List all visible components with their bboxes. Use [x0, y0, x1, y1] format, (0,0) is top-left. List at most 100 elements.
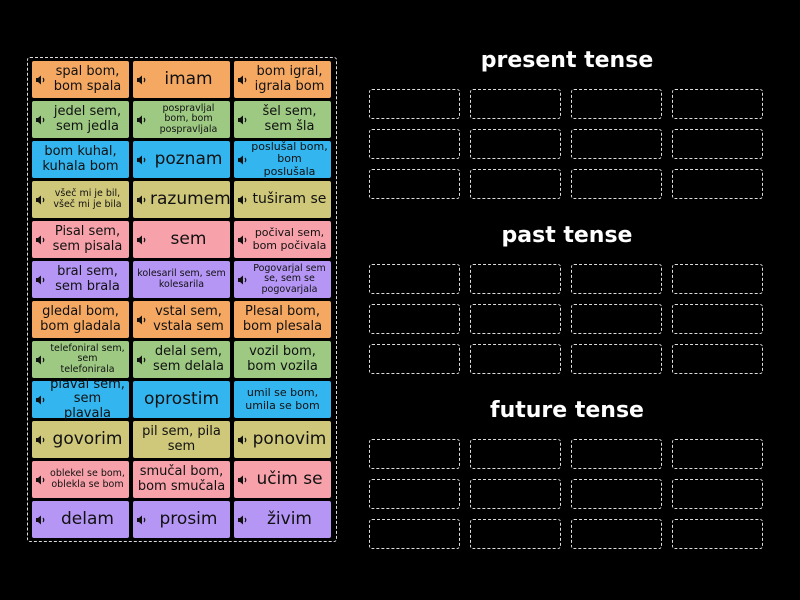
word-tile[interactable]: oprostim — [133, 381, 230, 418]
drop-slot[interactable] — [470, 169, 561, 199]
speaker-icon[interactable] — [35, 434, 47, 446]
word-tile[interactable]: vstal sem, vstala sem — [133, 301, 230, 338]
speaker-icon[interactable] — [136, 114, 148, 126]
speaker-icon[interactable] — [35, 274, 47, 286]
drop-slot[interactable] — [470, 304, 561, 334]
word-tile[interactable]: Pogovarjal sem se, sem se pogovarjala — [234, 261, 331, 298]
word-tile[interactable]: všeč mi je bil, všeč mi je bila — [32, 181, 129, 218]
drop-slot[interactable] — [369, 344, 460, 374]
drop-slot[interactable] — [369, 129, 460, 159]
drop-slot[interactable] — [672, 519, 763, 549]
speaker-icon[interactable] — [237, 274, 249, 286]
word-tile[interactable]: sem — [133, 221, 230, 258]
drop-slot[interactable] — [571, 304, 662, 334]
drop-slot[interactable] — [571, 439, 662, 469]
word-tile[interactable]: jedel sem, sem jedla — [32, 101, 129, 138]
word-tile[interactable]: poznam — [133, 141, 230, 178]
word-tile[interactable]: ponovim — [234, 421, 331, 458]
word-tile[interactable]: pil sem, pila sem — [133, 421, 230, 458]
drop-slot[interactable] — [571, 479, 662, 509]
drop-slot[interactable] — [369, 264, 460, 294]
speaker-icon[interactable] — [136, 234, 148, 246]
drop-slot[interactable] — [369, 304, 460, 334]
speaker-icon[interactable] — [237, 234, 249, 246]
word-tile[interactable]: delam — [32, 501, 129, 538]
word-tile[interactable]: plaval sem, sem plavala — [32, 377, 129, 421]
drop-slot[interactable] — [672, 439, 763, 469]
speaker-icon[interactable] — [35, 514, 47, 526]
word-tile[interactable]: umil se bom, umila se bom — [234, 381, 331, 418]
speaker-icon[interactable] — [136, 154, 148, 166]
drop-slot[interactable] — [369, 89, 460, 119]
speaker-icon[interactable] — [237, 514, 249, 526]
word-tile[interactable]: Pisal sem, sem pisala — [32, 221, 129, 258]
word-tile[interactable]: učim se — [234, 461, 331, 498]
word-tile[interactable]: razumem — [133, 181, 231, 218]
drop-slot[interactable] — [672, 129, 763, 159]
drop-slot[interactable] — [369, 439, 460, 469]
speaker-icon[interactable] — [237, 114, 249, 126]
drop-slot[interactable] — [672, 169, 763, 199]
speaker-icon[interactable] — [35, 474, 47, 486]
drop-slot[interactable] — [369, 519, 460, 549]
drop-slot[interactable] — [571, 169, 662, 199]
speaker-icon[interactable] — [136, 314, 148, 326]
drop-slot[interactable] — [470, 264, 561, 294]
drop-slot[interactable] — [672, 264, 763, 294]
speaker-icon[interactable] — [136, 74, 148, 86]
word-tile[interactable]: gledal bom, bom gladala — [32, 301, 129, 338]
drop-slot[interactable] — [470, 439, 561, 469]
word-tile[interactable]: pospravljal bom, bom pospravljala — [133, 101, 230, 138]
word-tile[interactable]: šel sem, sem šla — [234, 101, 331, 138]
word-tile[interactable]: Plesal bom, bom plesala — [234, 301, 331, 338]
drop-slot[interactable] — [672, 479, 763, 509]
word-tile[interactable]: poslušal bom, bom poslušala — [234, 140, 331, 178]
word-tile[interactable]: smučal bom, bom smučala — [133, 461, 230, 498]
drop-slot[interactable] — [571, 89, 662, 119]
word-tile[interactable]: oblekel se bom, oblekla se bom — [32, 461, 129, 498]
word-tile[interactable]: bral sem, sem brala — [32, 261, 129, 298]
word-tile[interactable]: kolesaril sem, sem kolesarila — [133, 261, 230, 298]
word-tile[interactable]: telefoniral sem, sem telefonirala — [32, 341, 129, 378]
word-tile[interactable]: bom igral, igrala bom — [234, 61, 331, 98]
speaker-icon[interactable] — [237, 154, 249, 166]
drop-slot[interactable] — [470, 89, 561, 119]
drop-slot[interactable] — [672, 89, 763, 119]
speaker-icon[interactable] — [136, 514, 148, 526]
word-tile[interactable]: prosim — [133, 501, 230, 538]
drop-slot[interactable] — [369, 169, 460, 199]
speaker-icon[interactable] — [136, 194, 148, 206]
drop-slot[interactable] — [470, 519, 561, 549]
word-tile[interactable]: živim — [234, 501, 331, 538]
speaker-icon[interactable] — [35, 234, 47, 246]
speaker-icon[interactable] — [237, 194, 249, 206]
speaker-icon[interactable] — [136, 354, 148, 366]
drop-slot[interactable] — [672, 304, 763, 334]
drop-slot[interactable] — [571, 264, 662, 294]
word-tile[interactable]: bom kuhal, kuhala bom — [32, 141, 129, 178]
speaker-icon[interactable] — [35, 194, 47, 206]
speaker-icon[interactable] — [237, 474, 249, 486]
speaker-icon[interactable] — [35, 74, 47, 86]
speaker-icon[interactable] — [237, 74, 249, 86]
drop-slot[interactable] — [672, 344, 763, 374]
drop-slot[interactable] — [571, 519, 662, 549]
speaker-icon[interactable] — [35, 114, 47, 126]
speaker-icon[interactable] — [35, 354, 47, 366]
word-tile[interactable]: spal bom, bom spala — [32, 61, 129, 98]
tile-text: Plesal bom, bom plesala — [242, 303, 323, 334]
drop-slot[interactable] — [369, 479, 460, 509]
speaker-icon[interactable] — [237, 434, 249, 446]
speaker-icon[interactable] — [35, 394, 47, 406]
word-tile[interactable]: delal sem, sem delala — [133, 341, 230, 378]
drop-slot[interactable] — [470, 479, 561, 509]
drop-slot[interactable] — [470, 344, 561, 374]
word-tile[interactable]: vozil bom, bom vozila — [234, 341, 331, 378]
word-tile[interactable]: imam — [133, 61, 230, 98]
drop-slot[interactable] — [571, 129, 662, 159]
word-tile[interactable]: govorim — [32, 421, 129, 458]
drop-slot[interactable] — [470, 129, 561, 159]
word-tile[interactable]: počival sem, bom počivala — [234, 221, 331, 258]
drop-slot[interactable] — [571, 344, 662, 374]
word-tile[interactable]: tuširam se — [234, 181, 331, 218]
